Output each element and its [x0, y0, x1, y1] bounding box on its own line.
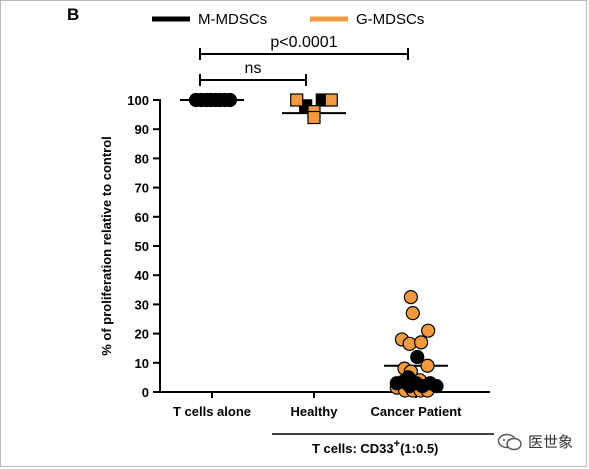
significance-brackets: ns p<0.0001: [199, 34, 409, 86]
data-point: [307, 110, 321, 125]
y-axis-title: % of proliferation relative to control: [99, 136, 114, 356]
data-point: [429, 379, 444, 394]
y-tick-label: 90: [135, 122, 149, 137]
significance-label: p<0.0001: [270, 34, 337, 51]
y-tick-label: 20: [135, 327, 149, 342]
data-point: [421, 323, 436, 338]
data-point: [324, 93, 338, 107]
y-tick-label: 100: [127, 93, 149, 108]
mean-lines: [180, 99, 448, 367]
condition-suffix: (1:0.5): [400, 441, 438, 456]
y-tick-label: 30: [135, 297, 149, 312]
significance-label: ns: [245, 60, 262, 77]
data-point: [401, 370, 416, 385]
data-point: [414, 335, 429, 350]
x-tick-label: Healthy: [291, 404, 339, 419]
y-tick-label: 80: [135, 151, 149, 166]
y-tick-label: 40: [135, 268, 149, 283]
legend-label: M-MDSCs: [198, 11, 267, 28]
y-tick-label: 10: [135, 356, 149, 371]
watermark-text: 医世象: [528, 433, 574, 451]
legend: M-MDSCs G-MDSCs: [152, 11, 424, 28]
x-axis: T cells alone Healthy Cancer Patient: [159, 391, 490, 419]
legend-label: G-MDSCs: [356, 11, 424, 28]
data-point: [403, 290, 418, 305]
watermark: 医世象: [497, 431, 573, 452]
y-tick-label: 60: [135, 210, 149, 225]
data-point: [420, 358, 435, 373]
x-tick-label: Cancer Patient: [370, 404, 462, 419]
y-tick-label: 0: [142, 385, 149, 400]
y-axis: 0 10 20 30 40 50 60 70 80 90 100 % of proliferation…: [99, 93, 161, 400]
panel-label: B: [67, 5, 80, 24]
data-points: [188, 92, 444, 398]
data-point: [290, 93, 304, 107]
x-tick-label: T cells alone: [173, 404, 251, 419]
condition-label: T cells: CD33+(1:0.5): [312, 438, 438, 456]
condition-bracket: T cells: CD33+(1:0.5): [272, 433, 494, 456]
data-point: [402, 336, 417, 351]
chat-bubbles-icon: [497, 433, 522, 450]
y-tick-label: 50: [135, 239, 149, 254]
condition-superscript: +: [394, 438, 400, 450]
data-point: [405, 306, 420, 321]
data-point: [222, 92, 238, 108]
y-tick-label: 70: [135, 181, 149, 196]
data-point: [410, 349, 425, 365]
